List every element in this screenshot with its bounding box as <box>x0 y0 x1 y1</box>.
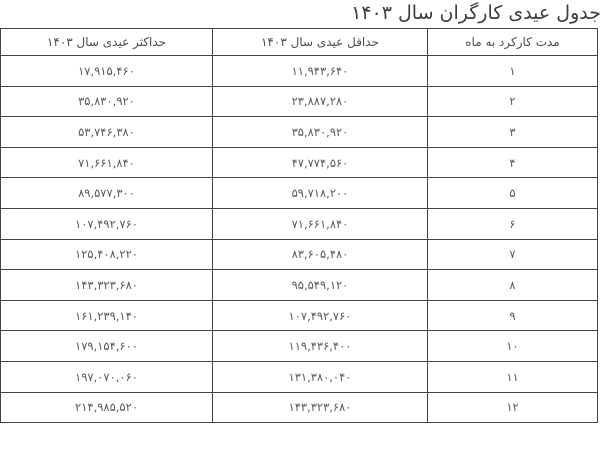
months-cell: ۹ <box>427 299 598 332</box>
months-cell: ۳ <box>427 116 598 148</box>
table-row: ۶ ۷۱,۶۶۱,۸۴۰ ۱۰۷,۴۹۲,۷۶۰ <box>0 207 598 240</box>
months-cell: ۱۱ <box>427 360 598 393</box>
max-bonus-cell: ۱۶۱,۲۳۹,۱۴۰ <box>0 299 213 332</box>
min-bonus-cell: ۷۱,۶۶۱,۸۴۰ <box>212 207 428 240</box>
min-bonus-cell: ۸۳,۶۰۵,۴۸۰ <box>212 238 428 271</box>
min-bonus-cell: ۲۳,۸۸۷,۲۸۰ <box>212 85 428 118</box>
months-cell: ۱ <box>427 55 598 87</box>
min-bonus-cell: ۵۹,۷۱۸,۲۰۰ <box>212 177 428 209</box>
max-bonus-cell: ۱۷۹,۱۵۴,۶۰۰ <box>0 330 213 362</box>
max-bonus-cell: ۳۵,۸۳۰,۹۲۰ <box>0 85 213 118</box>
min-bonus-cell: ۱۰۷,۴۹۲,۷۶۰ <box>212 299 428 332</box>
max-bonus-cell: ۱۲۵,۴۰۸,۲۲۰ <box>0 238 213 271</box>
table-header-row: مدت کارکرد به ماه حداقل عیدی سال ۱۴۰۳ حد… <box>0 28 598 56</box>
months-cell: ۴ <box>427 146 598 179</box>
table-body: ۱ ۱۱,۹۴۳,۶۴۰ ۱۷,۹۱۵,۴۶۰ ۲ ۲۳,۸۸۷,۲۸۰ ۳۵,۸۳۰,۹… <box>0 55 598 424</box>
months-cell: ۱۰ <box>427 330 598 362</box>
months-cell: ۷ <box>427 238 598 271</box>
column-header-max-bonus: حداکثر عیدی سال ۱۴۰۳ <box>0 28 213 56</box>
table-row: ۹ ۱۰۷,۴۹۲,۷۶۰ ۱۶۱,۲۳۹,۱۴۰ <box>0 299 598 332</box>
table-row: ۵ ۵۹,۷۱۸,۲۰۰ ۸۹,۵۷۷,۳۰۰ <box>0 177 598 209</box>
table-row: ۲ ۲۳,۸۸۷,۲۸۰ ۳۵,۸۳۰,۹۲۰ <box>0 85 598 118</box>
table-row: ۱۰ ۱۱۹,۴۳۶,۴۰۰ ۱۷۹,۱۵۴,۶۰۰ <box>0 330 598 362</box>
months-cell: ۱۲ <box>427 391 598 424</box>
min-bonus-cell: ۹۵,۵۴۹,۱۲۰ <box>212 269 428 301</box>
months-cell: ۲ <box>427 85 598 118</box>
max-bonus-cell: ۷۱,۶۶۱,۸۴۰ <box>0 146 213 179</box>
months-cell: ۸ <box>427 269 598 301</box>
table-row: ۱۲ ۱۴۳,۳۲۳,۶۸۰ ۲۱۴,۹۸۵,۵۲۰ <box>0 391 598 424</box>
table-row: ۱ ۱۱,۹۴۳,۶۴۰ ۱۷,۹۱۵,۴۶۰ <box>0 55 598 87</box>
min-bonus-cell: ۱۱,۹۴۳,۶۴۰ <box>212 55 428 87</box>
page-title: جدول عیدی کارگران سال ۱۴۰۳ <box>351 2 601 24</box>
table-row: ۳ ۳۵,۸۳۰,۹۲۰ ۵۳,۷۴۶,۳۸۰ <box>0 116 598 148</box>
min-bonus-cell: ۱۱۹,۴۳۶,۴۰۰ <box>212 330 428 362</box>
min-bonus-cell: ۳۵,۸۳۰,۹۲۰ <box>212 116 428 148</box>
max-bonus-cell: ۱۴۳,۳۲۳,۶۸۰ <box>0 269 213 301</box>
max-bonus-cell: ۱۹۷,۰۷۰,۰۶۰ <box>0 360 213 393</box>
min-bonus-cell: ۱۴۳,۳۲۳,۶۸۰ <box>212 391 428 424</box>
column-header-min-bonus: حداقل عیدی سال ۱۴۰۳ <box>212 28 428 56</box>
months-cell: ۵ <box>427 177 598 209</box>
table-row: ۴ ۴۷,۷۷۴,۵۶۰ ۷۱,۶۶۱,۸۴۰ <box>0 146 598 179</box>
min-bonus-cell: ۴۷,۷۷۴,۵۶۰ <box>212 146 428 179</box>
max-bonus-cell: ۱۰۷,۴۹۲,۷۶۰ <box>0 207 213 240</box>
eid-bonus-table: مدت کارکرد به ماه حداقل عیدی سال ۱۴۰۳ حد… <box>0 28 598 424</box>
table-row: ۸ ۹۵,۵۴۹,۱۲۰ ۱۴۳,۳۲۳,۶۸۰ <box>0 269 598 301</box>
max-bonus-cell: ۱۷,۹۱۵,۴۶۰ <box>0 55 213 87</box>
min-bonus-cell: ۱۳۱,۳۸۰,۰۴۰ <box>212 360 428 393</box>
max-bonus-cell: ۲۱۴,۹۸۵,۵۲۰ <box>0 391 213 424</box>
max-bonus-cell: ۵۳,۷۴۶,۳۸۰ <box>0 116 213 148</box>
column-header-months: مدت کارکرد به ماه <box>427 28 598 56</box>
months-cell: ۶ <box>427 207 598 240</box>
max-bonus-cell: ۸۹,۵۷۷,۳۰۰ <box>0 177 213 209</box>
table-row: ۷ ۸۳,۶۰۵,۴۸۰ ۱۲۵,۴۰۸,۲۲۰ <box>0 238 598 271</box>
table-row: ۱۱ ۱۳۱,۳۸۰,۰۴۰ ۱۹۷,۰۷۰,۰۶۰ <box>0 360 598 393</box>
